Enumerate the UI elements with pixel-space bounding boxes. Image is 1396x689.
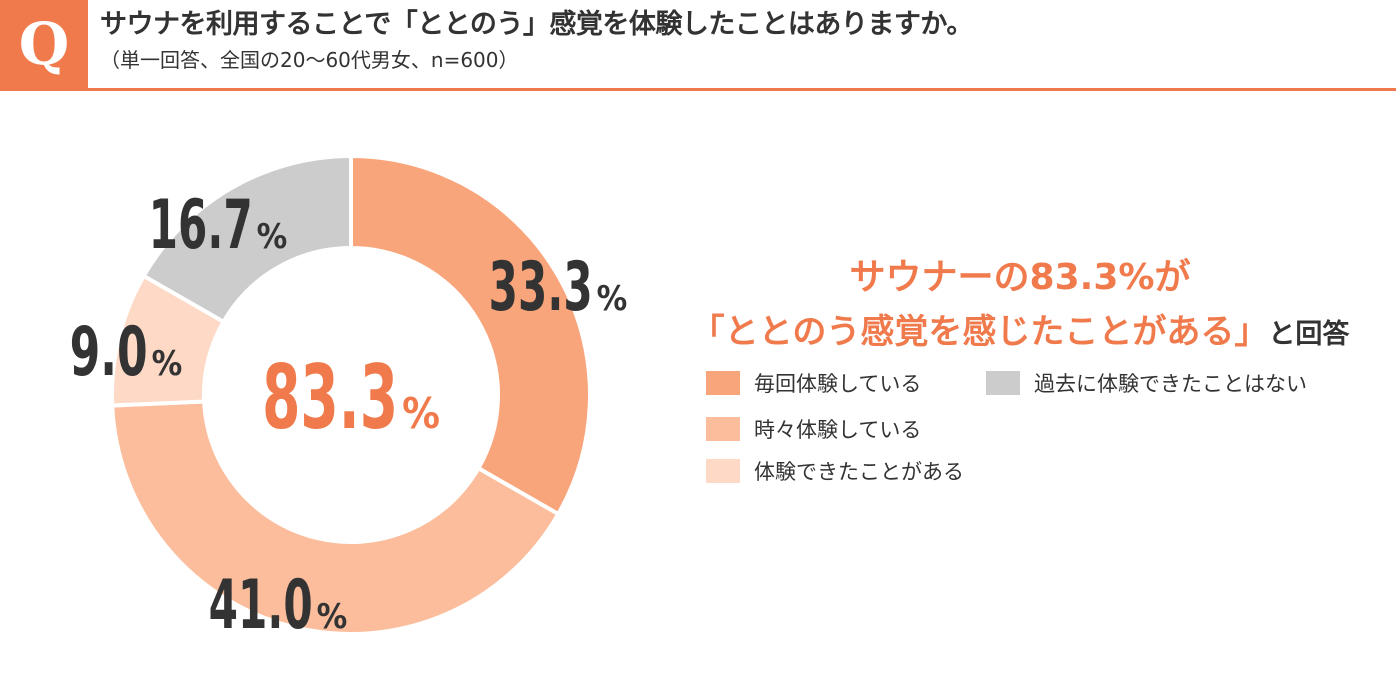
legend-label-have-experienced: 体験できたことがある: [754, 460, 964, 484]
value-number-every-time: 33.3: [489, 248, 593, 327]
headline-suffix: と回答: [1268, 319, 1350, 350]
question-subtitle: （単一回答、全国の20〜60代男女、n=600）: [100, 48, 519, 72]
slice-every-time: [349, 153, 592, 517]
value-number-never: 16.7: [149, 186, 253, 265]
value-number-have-experienced: 9.0: [70, 313, 148, 392]
question-badge: Q: [0, 0, 88, 88]
legend-item-have-experienced: 体験できたことがある: [706, 456, 964, 486]
legend-item-never: 過去に体験できたことはない: [986, 368, 1307, 398]
value-label-every-time: 33.3%: [489, 248, 628, 327]
legend-swatch-sometimes: [706, 417, 740, 441]
value-unit-never: %: [257, 217, 288, 257]
slice-sometimes: [110, 399, 561, 636]
legend-label-never: 過去に体験できたことはない: [1034, 372, 1307, 396]
legend-item-sometimes: 時々体験している: [706, 414, 921, 444]
header-divider: [0, 88, 1396, 91]
value-unit-have-experienced: %: [152, 344, 183, 384]
chart-legend: 毎回体験している 時々体験している 体験できたことがある 過去に体験できたことは…: [706, 368, 1386, 498]
donut-chart: 33.3 %41.0 %9.0 %16.7 %83.3%: [70, 153, 628, 645]
center-total-unit: %: [402, 389, 440, 438]
question-badge-letter: Q: [18, 10, 70, 78]
value-unit-sometimes: %: [317, 597, 348, 637]
value-label-have-experienced: 9.0%: [70, 313, 183, 392]
center-total-number: 83.3: [262, 346, 398, 449]
question-header: Q サウナを利用することで「ととのう」感覚を体験したことはありますか。 （単一回…: [0, 0, 1396, 92]
legend-swatch-never: [986, 371, 1020, 395]
headline-line1: サウナーの83.3%が: [849, 257, 1191, 298]
value-unit-every-time: %: [597, 279, 628, 319]
legend-swatch-have-experienced: [706, 459, 740, 483]
headline: サウナーの83.3%が 「ととのう感覚を感じたことがある」と回答: [650, 248, 1390, 353]
headline-line2: 「ととのう感覚を感じたことがある」と回答: [650, 304, 1390, 353]
question-title: サウナを利用することで「ととのう」感覚を体験したことはありますか。: [100, 9, 973, 40]
legend-swatch-every-time: [706, 371, 740, 395]
legend-label-sometimes: 時々体験している: [754, 418, 922, 442]
value-label-never: 16.7%: [149, 186, 288, 265]
headline-quote: 「ととのう感覚を感じたことがある」: [690, 312, 1269, 352]
legend-item-every-time: 毎回体験している: [706, 368, 921, 398]
value-label-sometimes: 41.0%: [209, 566, 348, 645]
center-total-label: 83.3%: [262, 346, 440, 449]
legend-label-every-time: 毎回体験している: [754, 372, 922, 396]
slice-never: [141, 153, 353, 325]
value-number-sometimes: 41.0: [209, 566, 313, 645]
